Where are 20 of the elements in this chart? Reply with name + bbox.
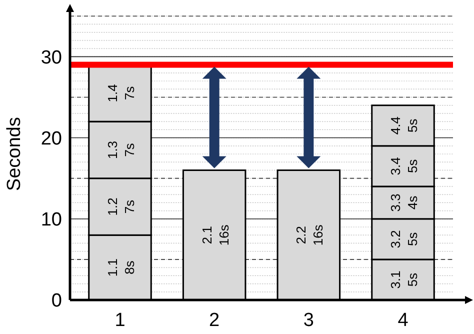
y-tick-label: 30 (40, 47, 62, 68)
data-label: 3.1 5s (388, 270, 420, 289)
data-label: 1.1 8s (105, 258, 137, 277)
data-label: 3.4 5s (388, 157, 420, 176)
data-label: 2.2 16s (294, 224, 326, 246)
x-tick-label: 3 (303, 310, 314, 331)
data-label: 1.3 7s (105, 140, 137, 159)
y-tick-label: 20 (40, 128, 62, 150)
data-label: 4.4 5s (388, 116, 420, 135)
x-tick-label: 2 (209, 310, 220, 331)
data-label: 1.4 7s (105, 84, 137, 102)
x-tick-label: 4 (398, 310, 409, 331)
data-label: 2.1 16s (199, 224, 232, 246)
data-label: 3.3 4s (388, 194, 420, 212)
x-tick-label: 1 (114, 310, 126, 331)
y-tick-label: 10 (40, 210, 62, 231)
data-label: 3.2 5s (388, 230, 420, 248)
y-axis-title: Seconds (4, 117, 25, 191)
y-tick-label: 0 (51, 290, 62, 312)
data-label: 1.2 7s (105, 198, 137, 216)
